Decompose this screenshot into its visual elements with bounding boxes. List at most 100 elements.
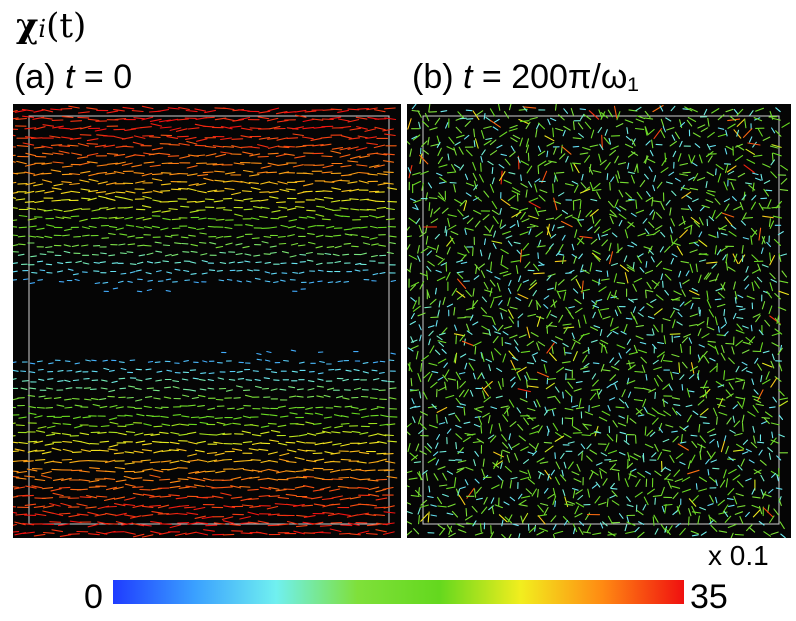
vector-arrow — [144, 396, 153, 398]
vector-arrow — [275, 153, 287, 158]
vector-arrow — [231, 448, 243, 451]
vector-arrow — [739, 516, 744, 525]
vector-arrow — [185, 136, 197, 140]
vector-arrow — [752, 508, 761, 518]
vector-arrow — [689, 263, 694, 273]
vector-arrow — [240, 135, 253, 139]
vector-arrow — [727, 488, 735, 496]
vector-arrow — [637, 312, 644, 317]
panel-a-label: (a) t = 0 — [14, 58, 132, 97]
vector-arrow — [232, 422, 241, 425]
vector-arrow — [437, 156, 443, 165]
vector-arrow — [288, 395, 297, 398]
vector-arrow — [15, 477, 27, 480]
vector-arrow — [295, 423, 305, 426]
vector-arrow — [86, 138, 99, 142]
vector-arrow — [465, 149, 473, 157]
vector-arrow — [283, 145, 296, 148]
vector-arrow — [725, 108, 734, 113]
vector-arrow — [456, 468, 464, 474]
vector-arrow — [347, 160, 359, 163]
vector-arrow — [766, 290, 773, 299]
vector-arrow — [25, 182, 36, 186]
vector-arrow — [733, 253, 738, 263]
vector-arrow — [529, 197, 539, 202]
vector-arrow — [125, 431, 136, 434]
vector-arrow — [231, 145, 243, 149]
vector-arrow — [149, 136, 161, 139]
vector-arrow — [546, 226, 552, 237]
vector-arrow — [472, 299, 479, 307]
vector-arrow — [670, 310, 675, 318]
vector-arrow — [537, 150, 546, 156]
vector-arrow — [350, 406, 359, 409]
vector-arrow — [711, 263, 717, 269]
vector-arrow — [214, 417, 223, 419]
vector-arrow — [508, 316, 515, 324]
vector-arrow — [772, 117, 781, 121]
vector-arrow — [245, 379, 253, 381]
vector-arrow — [501, 434, 507, 442]
vector-arrow — [732, 474, 741, 481]
vector-arrow — [502, 331, 509, 336]
vector-arrow — [213, 441, 223, 445]
vector-arrow — [204, 470, 216, 473]
vector-arrow — [258, 494, 271, 497]
vector-arrow — [215, 153, 227, 158]
vector-arrow — [204, 109, 217, 114]
vector-arrow — [651, 139, 654, 149]
vector-arrow — [486, 269, 493, 274]
vector-arrow — [268, 486, 280, 490]
vector-arrow — [457, 278, 467, 289]
vector-arrow — [263, 377, 270, 380]
vector-arrow — [384, 117, 397, 121]
vector-arrow — [543, 295, 550, 300]
vector-arrow — [520, 174, 522, 182]
vector-arrow — [472, 440, 482, 444]
vector-arrow — [33, 109, 46, 113]
vector-arrow — [312, 488, 325, 492]
vector-arrow — [269, 251, 277, 254]
vector-arrow — [778, 400, 789, 407]
vector-arrow — [171, 423, 181, 427]
vector-arrow — [88, 178, 99, 182]
vector-arrow — [586, 455, 593, 462]
vector-arrow — [152, 199, 162, 203]
vector-arrow — [672, 307, 680, 311]
vector-arrow — [459, 486, 466, 490]
vector-arrow — [188, 234, 196, 237]
vector-arrow — [24, 201, 35, 203]
vector-arrow — [536, 316, 541, 327]
vector-arrow — [483, 190, 490, 198]
vector-arrow — [250, 217, 260, 221]
vector-arrow — [687, 469, 700, 475]
vector-arrow — [489, 435, 497, 443]
vector-arrow — [407, 347, 414, 352]
vector-arrow — [446, 486, 456, 490]
vector-arrow — [187, 127, 200, 130]
vector-arrow — [44, 443, 55, 446]
vector-arrow — [325, 235, 333, 238]
vector-arrow — [549, 117, 557, 122]
vector-arrow — [146, 288, 152, 292]
vector-arrow — [62, 423, 72, 426]
vector-arrow — [68, 105, 80, 109]
vector-arrow — [263, 235, 272, 238]
vector-arrow — [53, 183, 64, 187]
vector-arrow — [426, 265, 432, 272]
vector-arrow — [704, 389, 707, 399]
vector-arrow — [77, 156, 89, 159]
vector-arrow — [629, 455, 639, 461]
vector-arrow — [356, 164, 368, 167]
vector-arrow — [489, 183, 495, 193]
vector-arrow — [583, 314, 587, 324]
vector-arrow — [419, 154, 429, 165]
vector-arrow — [705, 272, 712, 280]
vector-arrow — [480, 307, 487, 314]
vector-arrow — [269, 196, 279, 199]
vector-arrow — [245, 280, 252, 283]
vector-arrow — [376, 458, 387, 463]
vector-arrow — [692, 198, 699, 203]
vector-arrow — [104, 477, 116, 480]
vector-arrow — [642, 218, 648, 224]
